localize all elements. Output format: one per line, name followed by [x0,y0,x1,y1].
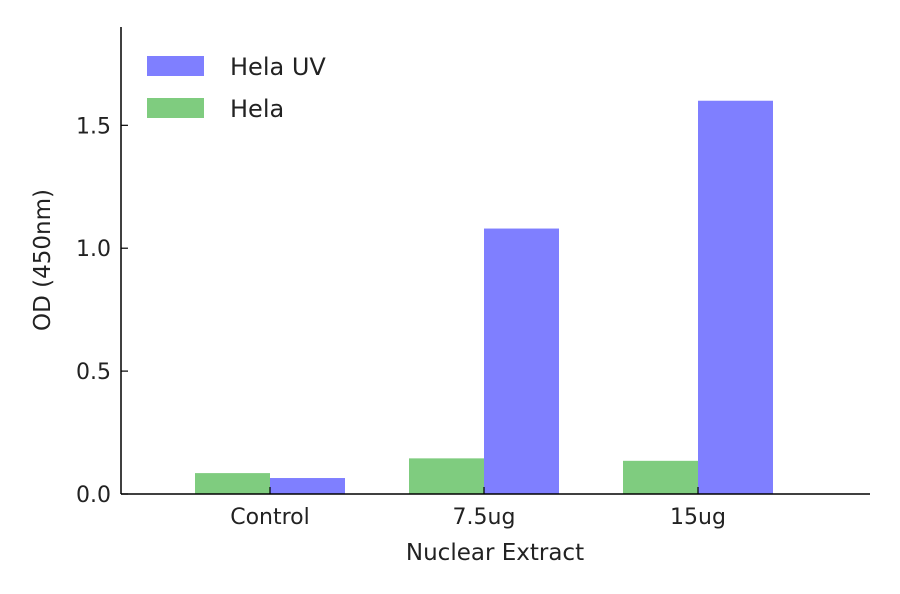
bar-hela-uv-control [270,478,345,494]
x-ticks-group: Control 7.5ug 15ug [230,487,726,530]
bar-hela-15ug [623,460,698,494]
x-tick-label: 7.5ug [453,505,516,530]
y-tick-label: 1.0 [76,237,111,262]
y-axis-label: OD (450nm) [30,189,56,331]
legend-swatch [147,98,204,118]
bar-hela-control [195,473,270,494]
bar-hela-7-5ug [409,458,484,494]
y-tick-label: 0.5 [76,360,111,385]
axes-group [120,27,870,495]
x-axis-label: Nuclear Extract [406,540,584,566]
y-tick-label: 0.0 [76,483,111,508]
x-tick-label: 15ug [670,505,726,530]
y-tick-label: 1.5 [76,114,111,139]
bar-hela-uv-15ug [698,100,773,494]
legend: Hela UV Hela [147,53,326,123]
legend-label: Hela UV [230,53,326,81]
legend-swatch [147,56,204,76]
bars-group [195,100,773,494]
bar-hela-uv-7-5ug [484,228,559,494]
y-ticks-group: 0.0 0.5 1.0 1.5 [76,114,128,508]
legend-label: Hela [230,95,284,123]
x-tick-label: Control [230,505,310,530]
